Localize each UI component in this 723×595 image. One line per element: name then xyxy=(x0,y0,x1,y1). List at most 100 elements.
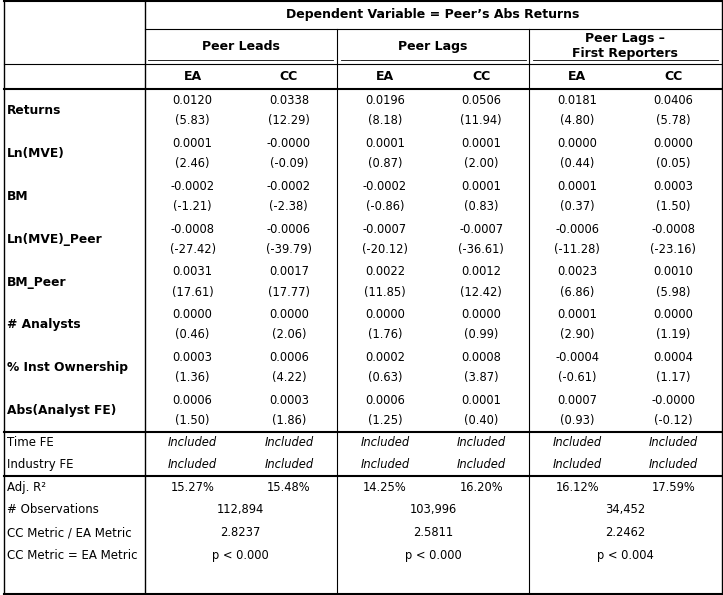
Text: CC: CC xyxy=(664,70,683,83)
Text: 0.0006: 0.0006 xyxy=(365,394,405,407)
Text: (5.78): (5.78) xyxy=(656,114,690,127)
Text: 2.2462: 2.2462 xyxy=(605,526,646,539)
Text: 0.0001: 0.0001 xyxy=(461,394,501,407)
Text: -0.0000: -0.0000 xyxy=(267,137,311,150)
Text: 0.0004: 0.0004 xyxy=(654,351,693,364)
Text: 0.0001: 0.0001 xyxy=(461,180,501,193)
Text: Included: Included xyxy=(457,459,505,471)
Text: Included: Included xyxy=(457,437,505,449)
Text: 0.0006: 0.0006 xyxy=(269,351,309,364)
Text: 103,996: 103,996 xyxy=(409,503,457,516)
Text: (12.29): (12.29) xyxy=(268,114,309,127)
Text: Time FE: Time FE xyxy=(7,437,54,449)
Text: BM_Peer: BM_Peer xyxy=(7,275,67,289)
Text: (3.87): (3.87) xyxy=(464,371,498,384)
Text: 15.27%: 15.27% xyxy=(171,481,215,494)
Text: 0.0181: 0.0181 xyxy=(557,94,597,107)
Text: (2.90): (2.90) xyxy=(560,328,594,342)
Text: (-23.16): (-23.16) xyxy=(651,243,696,256)
Text: (1.25): (1.25) xyxy=(368,414,402,427)
Text: p < 0.004: p < 0.004 xyxy=(597,549,654,562)
Text: (0.87): (0.87) xyxy=(368,157,402,170)
Text: Ln(MVE)_Peer: Ln(MVE)_Peer xyxy=(7,233,103,246)
Text: (12.42): (12.42) xyxy=(461,286,502,299)
Text: -0.0002: -0.0002 xyxy=(363,180,407,193)
Text: (0.44): (0.44) xyxy=(560,157,594,170)
Text: -0.0007: -0.0007 xyxy=(459,223,503,236)
Text: 0.0003: 0.0003 xyxy=(269,394,309,407)
Text: Included: Included xyxy=(168,459,217,471)
Text: (2.46): (2.46) xyxy=(176,157,210,170)
Text: 17.59%: 17.59% xyxy=(651,481,696,494)
Text: (0.40): (0.40) xyxy=(464,414,498,427)
Text: (4.22): (4.22) xyxy=(272,371,306,384)
Text: (-39.79): (-39.79) xyxy=(266,243,312,256)
Text: 0.0000: 0.0000 xyxy=(654,137,693,150)
Text: 0.0000: 0.0000 xyxy=(654,308,693,321)
Text: EA: EA xyxy=(184,70,202,83)
Text: 14.25%: 14.25% xyxy=(363,481,407,494)
Text: 0.0000: 0.0000 xyxy=(557,137,597,150)
Text: (11.85): (11.85) xyxy=(364,286,406,299)
Text: Included: Included xyxy=(361,437,409,449)
Text: CC Metric = EA Metric: CC Metric = EA Metric xyxy=(7,549,137,562)
Text: 0.0003: 0.0003 xyxy=(654,180,693,193)
Text: (-27.42): (-27.42) xyxy=(170,243,215,256)
Text: 0.0010: 0.0010 xyxy=(654,265,693,278)
Text: (1.19): (1.19) xyxy=(656,328,690,342)
Text: (0.93): (0.93) xyxy=(560,414,594,427)
Text: -0.0000: -0.0000 xyxy=(651,394,696,407)
Text: (5.83): (5.83) xyxy=(176,114,210,127)
Text: (1.50): (1.50) xyxy=(176,414,210,427)
Text: 0.0008: 0.0008 xyxy=(461,351,501,364)
Text: (17.61): (17.61) xyxy=(172,286,213,299)
Text: EA: EA xyxy=(376,70,394,83)
Text: -0.0004: -0.0004 xyxy=(555,351,599,364)
Text: -0.0008: -0.0008 xyxy=(651,223,696,236)
Text: 0.0120: 0.0120 xyxy=(173,94,213,107)
Text: 0.0338: 0.0338 xyxy=(269,94,309,107)
Text: 0.0012: 0.0012 xyxy=(461,265,501,278)
Text: 0.0017: 0.0017 xyxy=(269,265,309,278)
Text: (0.63): (0.63) xyxy=(368,371,402,384)
Text: % Inst Ownership: % Inst Ownership xyxy=(7,361,128,374)
Text: -0.0006: -0.0006 xyxy=(555,223,599,236)
Text: # Analysts: # Analysts xyxy=(7,318,81,331)
Text: (0.37): (0.37) xyxy=(560,200,594,213)
Text: 0.0000: 0.0000 xyxy=(365,308,405,321)
Text: (-0.61): (-0.61) xyxy=(558,371,596,384)
Text: Adj. R²: Adj. R² xyxy=(7,481,46,494)
Text: 15.48%: 15.48% xyxy=(267,481,311,494)
Text: Included: Included xyxy=(553,437,602,449)
Text: (-36.61): (-36.61) xyxy=(458,243,504,256)
Text: 0.0196: 0.0196 xyxy=(365,94,405,107)
Text: 112,894: 112,894 xyxy=(217,503,265,516)
Text: (-0.86): (-0.86) xyxy=(366,200,404,213)
Text: 0.0506: 0.0506 xyxy=(461,94,501,107)
Text: Peer Leads: Peer Leads xyxy=(202,40,280,53)
Text: 0.0000: 0.0000 xyxy=(269,308,309,321)
Text: 0.0003: 0.0003 xyxy=(173,351,213,364)
Text: -0.0006: -0.0006 xyxy=(267,223,311,236)
Text: p < 0.000: p < 0.000 xyxy=(213,549,269,562)
Text: Dependent Variable = Peer’s Abs Returns: Dependent Variable = Peer’s Abs Returns xyxy=(286,8,580,21)
Text: 16.12%: 16.12% xyxy=(555,481,599,494)
Text: (0.83): (0.83) xyxy=(464,200,498,213)
Text: (-1.21): (-1.21) xyxy=(174,200,212,213)
Text: CC Metric / EA Metric: CC Metric / EA Metric xyxy=(7,526,132,539)
Text: (8.18): (8.18) xyxy=(368,114,402,127)
Text: (1.50): (1.50) xyxy=(656,200,690,213)
Text: 0.0022: 0.0022 xyxy=(365,265,405,278)
Text: 0.0001: 0.0001 xyxy=(365,137,405,150)
Text: (17.77): (17.77) xyxy=(268,286,310,299)
Text: (1.76): (1.76) xyxy=(368,328,402,342)
Text: Included: Included xyxy=(553,459,602,471)
Text: (5.98): (5.98) xyxy=(656,286,690,299)
Text: (-0.12): (-0.12) xyxy=(654,414,693,427)
Text: Peer Lags –
First Reporters: Peer Lags – First Reporters xyxy=(573,32,678,61)
Text: Included: Included xyxy=(649,437,698,449)
Text: (0.46): (0.46) xyxy=(176,328,210,342)
Text: Abs(Analyst FE): Abs(Analyst FE) xyxy=(7,404,116,417)
Text: CC: CC xyxy=(472,70,490,83)
Text: 0.0001: 0.0001 xyxy=(173,137,213,150)
